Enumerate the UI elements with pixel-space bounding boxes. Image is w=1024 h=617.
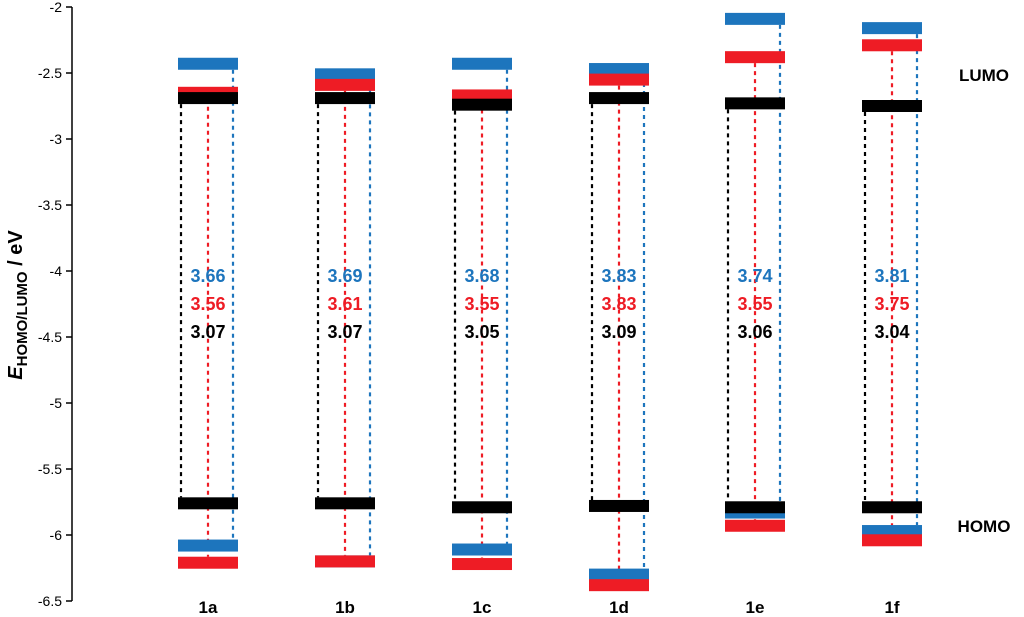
y-tick-label: -5 [50,395,63,411]
level-homo-red [725,519,785,532]
category-label: 1a [199,598,218,617]
y-axis [66,6,73,602]
gap-label-red: 3.55 [464,294,499,314]
level-lumo-blue [589,63,649,76]
level-lumo-blue [452,57,512,70]
gap-label-blue: 3.83 [601,266,636,286]
y-tick-label: -6 [50,527,63,543]
category-label: 1e [746,598,765,617]
level-lumo-black [315,92,375,105]
gap-label-blue: 3.68 [464,266,499,286]
level-lumo-red [315,78,375,91]
y-tick-label: -5.5 [38,461,62,477]
level-lumo-blue [862,22,922,35]
gap-label-black: 3.05 [464,322,499,342]
y-axis-title-main: E [5,366,27,380]
level-homo-black [862,501,922,514]
y-tick-labels: -2 -2.5 -3 -3.5 -4 -4.5 -5 -5.5 -6 -6.5 [38,0,62,609]
level-lumo-red [589,73,649,86]
connector-lines [179,24,919,580]
level-homo-red [315,555,375,568]
level-homo-black [725,501,785,514]
level-lumo-red [862,39,922,52]
level-lumo-black [589,92,649,105]
homo-annotation: HOMO [958,517,1011,536]
level-homo-red [178,556,238,569]
gap-label-red: 3.75 [874,294,909,314]
energy-levels [178,12,922,592]
level-lumo-black [862,100,922,112]
gap-label-black: 3.04 [874,322,909,342]
gap-label-black: 3.09 [601,322,636,342]
level-lumo-black [452,98,512,111]
level-homo-red [862,534,922,547]
gap-label-red: 3.55 [737,294,772,314]
level-homo-black [178,497,238,510]
category-label: 1c [473,598,492,617]
gap-label-blue: 3.66 [190,266,225,286]
level-homo-blue [452,543,512,556]
svg-text:EHOMO/LUMO / eV: EHOMO/LUMO / eV [5,230,31,380]
level-lumo-black [178,92,238,105]
gap-label-blue: 3.81 [874,266,909,286]
level-homo-blue [862,525,922,538]
category-label: 1f [884,598,899,617]
y-tick-label: -2 [50,0,63,15]
gap-label-red: 3.83 [601,294,636,314]
gap-labels: 3.07 3.07 3.05 3.09 3.06 3.04 3.56 3.61 3.55 3.83… [190,266,909,342]
level-homo-black [315,497,375,510]
level-lumo-blue [725,12,785,25]
gap-label-red: 3.61 [327,294,362,314]
category-label: 1b [335,598,355,617]
y-tick-label: -3.5 [38,197,62,213]
category-label: 1d [609,598,629,617]
level-homo-blue [589,568,649,581]
y-tick-label: -2.5 [38,65,62,81]
y-axis-title-sub: HOMO/LUMO [14,271,31,366]
level-lumo-red [725,51,785,64]
lumo-annotation: LUMO [959,66,1009,85]
y-axis-title-unit: / eV [5,230,27,272]
level-lumo-blue [315,68,375,81]
level-homo-red [589,579,649,592]
level-homo-blue [178,539,238,552]
gap-label-black: 3.06 [737,322,772,342]
level-lumo-black [725,97,785,110]
category-labels: 1a 1b 1c 1d 1e 1f [199,598,900,617]
level-homo-black [589,499,649,512]
level-homo-red [452,558,512,571]
gap-label-black: 3.07 [327,322,362,342]
level-lumo-red [452,89,512,102]
level-lumo-blue [178,57,238,70]
y-axis-title: EHOMO/LUMO / eV [5,230,31,380]
y-tick-label: -4 [50,263,63,279]
y-tick-label: -6.5 [38,593,62,609]
gap-label-red: 3.56 [190,294,225,314]
gap-label-blue: 3.74 [737,266,772,286]
level-homo-black [452,501,512,514]
gap-label-black: 3.07 [190,322,225,342]
gap-label-blue: 3.69 [327,266,362,286]
y-tick-label: -3 [50,131,63,147]
y-tick-label: -4.5 [38,329,62,345]
